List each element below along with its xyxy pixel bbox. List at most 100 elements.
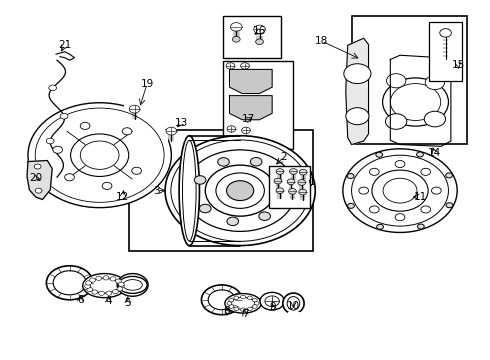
Circle shape [184, 150, 296, 231]
Circle shape [446, 203, 453, 208]
Ellipse shape [83, 274, 126, 298]
Circle shape [80, 141, 119, 169]
Circle shape [171, 140, 309, 241]
Text: 7: 7 [242, 309, 248, 319]
Ellipse shape [225, 294, 261, 313]
Circle shape [65, 174, 74, 181]
Ellipse shape [179, 136, 199, 246]
Circle shape [234, 307, 239, 311]
Ellipse shape [283, 293, 304, 314]
Circle shape [28, 103, 172, 208]
Circle shape [252, 305, 257, 308]
Circle shape [234, 296, 239, 300]
Text: 1: 1 [309, 177, 315, 187]
Ellipse shape [118, 276, 147, 293]
Circle shape [118, 282, 124, 287]
Circle shape [122, 128, 132, 135]
Circle shape [227, 126, 236, 132]
Circle shape [376, 152, 383, 157]
Text: 18: 18 [315, 36, 328, 46]
Circle shape [116, 279, 122, 283]
Circle shape [383, 178, 417, 203]
Circle shape [232, 36, 240, 42]
Circle shape [446, 173, 452, 178]
Polygon shape [229, 69, 272, 94]
Circle shape [123, 278, 142, 292]
Circle shape [34, 164, 41, 169]
Text: 11: 11 [414, 192, 427, 202]
Circle shape [241, 308, 245, 311]
Circle shape [346, 108, 369, 125]
Circle shape [276, 168, 284, 174]
Circle shape [229, 298, 234, 302]
Circle shape [395, 161, 405, 168]
Circle shape [298, 180, 306, 185]
Circle shape [226, 63, 235, 69]
Bar [352, 16, 467, 144]
Polygon shape [346, 38, 368, 145]
Circle shape [347, 174, 354, 179]
Circle shape [254, 25, 266, 33]
Circle shape [241, 295, 245, 299]
Circle shape [259, 212, 270, 220]
Circle shape [289, 189, 296, 194]
Circle shape [254, 302, 259, 305]
Circle shape [194, 176, 206, 184]
Circle shape [241, 63, 249, 69]
Circle shape [250, 157, 262, 166]
Circle shape [103, 276, 109, 280]
Text: 16: 16 [253, 26, 266, 36]
Circle shape [226, 181, 254, 201]
Circle shape [274, 178, 282, 184]
Circle shape [372, 170, 428, 211]
Circle shape [386, 114, 407, 129]
Circle shape [395, 214, 405, 221]
Circle shape [96, 276, 101, 280]
Polygon shape [229, 96, 272, 120]
Bar [223, 61, 294, 149]
Circle shape [53, 146, 63, 153]
Circle shape [86, 281, 92, 285]
Circle shape [230, 23, 242, 31]
Circle shape [344, 64, 371, 84]
Circle shape [276, 188, 284, 193]
Text: 21: 21 [58, 40, 72, 50]
Circle shape [208, 290, 235, 310]
Circle shape [117, 274, 148, 296]
Circle shape [102, 183, 112, 189]
Circle shape [47, 138, 54, 144]
Circle shape [165, 136, 315, 246]
Circle shape [387, 74, 406, 88]
Circle shape [242, 127, 250, 134]
Circle shape [369, 206, 379, 213]
Circle shape [119, 283, 124, 288]
Text: 3: 3 [153, 186, 160, 195]
Circle shape [417, 224, 424, 229]
Circle shape [440, 29, 451, 37]
Circle shape [227, 302, 232, 305]
Circle shape [383, 78, 448, 126]
Circle shape [113, 289, 118, 294]
Circle shape [421, 168, 431, 175]
Circle shape [391, 84, 441, 121]
Circle shape [229, 305, 234, 308]
Circle shape [416, 152, 423, 157]
Bar [429, 22, 462, 81]
Circle shape [98, 291, 104, 296]
Circle shape [49, 85, 56, 91]
Circle shape [199, 204, 211, 213]
Circle shape [273, 174, 285, 183]
Text: 5: 5 [124, 298, 131, 309]
Circle shape [421, 206, 431, 213]
Text: 13: 13 [174, 118, 188, 127]
Text: 15: 15 [451, 60, 465, 70]
Circle shape [47, 266, 93, 300]
Circle shape [276, 192, 288, 200]
Text: 2: 2 [280, 152, 287, 162]
Circle shape [256, 39, 264, 45]
Polygon shape [288, 312, 299, 318]
Circle shape [53, 271, 86, 295]
Circle shape [80, 122, 90, 130]
Circle shape [252, 298, 257, 302]
Circle shape [132, 167, 142, 174]
